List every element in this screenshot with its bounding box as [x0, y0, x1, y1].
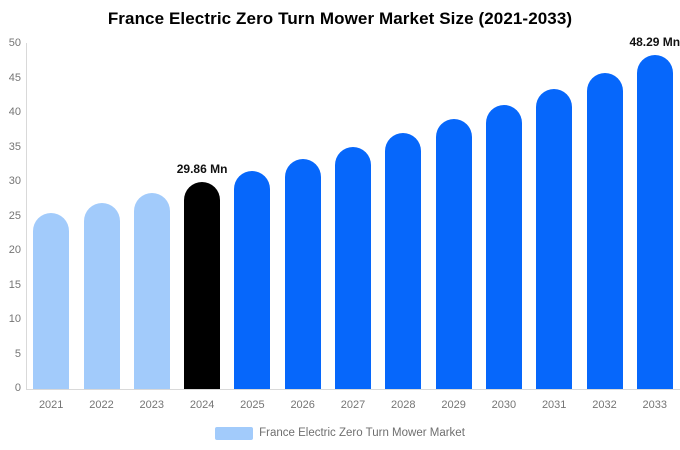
- x-tick-label-2027: 2027: [340, 399, 366, 411]
- x-tick-label-2026: 2026: [290, 399, 315, 411]
- bar-2026[interactable]: [284, 159, 321, 389]
- y-tick-label-30: 30: [8, 175, 21, 187]
- x-tick-label-2023: 2023: [139, 399, 165, 411]
- x-tick-label-2028: 2028: [391, 399, 416, 411]
- bar-value-label-2024: 29.86 Mn: [176, 162, 228, 177]
- bar-2024[interactable]: [184, 182, 221, 389]
- bar-2021[interactable]: [33, 212, 70, 389]
- bar-2029[interactable]: [435, 119, 472, 389]
- x-tick-label-2022: 2022: [89, 399, 114, 411]
- y-tick-label-50: 50: [8, 37, 21, 49]
- bar-2033[interactable]: [636, 55, 673, 389]
- y-tick-label-10: 10: [8, 313, 21, 325]
- x-tick-label-2029: 2029: [441, 399, 466, 411]
- bar-2032[interactable]: [586, 72, 623, 389]
- y-tick-label-20: 20: [8, 244, 21, 256]
- bar-2023[interactable]: [133, 193, 170, 389]
- x-tick-label-2025: 2025: [240, 399, 265, 411]
- legend-swatch[interactable]: [215, 426, 254, 440]
- x-tick-label-2031: 2031: [541, 399, 567, 411]
- y-tick-label-35: 35: [8, 140, 21, 153]
- y-tick-label-5: 5: [14, 347, 21, 360]
- y-tick-label-15: 15: [8, 278, 21, 291]
- y-tick-label-0: 0: [14, 382, 21, 394]
- bar-2022[interactable]: [83, 203, 120, 389]
- legend-label: France Electric Zero Turn Mower Market: [259, 427, 465, 439]
- x-tick-label-2021: 2021: [38, 399, 64, 411]
- bar-2031[interactable]: [536, 89, 573, 389]
- bar-value-label-2033: 48.29 Mn: [629, 35, 680, 50]
- bar-2028[interactable]: [385, 133, 422, 389]
- y-tick-label-25: 25: [8, 209, 21, 222]
- bar-2027[interactable]: [335, 146, 371, 389]
- x-tick-label-2033: 2033: [642, 399, 668, 411]
- bar-2030[interactable]: [485, 104, 522, 389]
- chart-title: France Electric Zero Turn Mower Market S…: [107, 9, 573, 28]
- x-tick-label-2030: 2030: [491, 399, 517, 411]
- x-tick-label-2024: 2024: [189, 399, 215, 411]
- bar-2025[interactable]: [234, 171, 271, 389]
- x-tick-label-2032: 2032: [592, 399, 617, 411]
- x-axis-line: [26, 389, 680, 390]
- y-axis-line: [26, 43, 27, 389]
- y-tick-label-45: 45: [8, 71, 21, 84]
- legend[interactable]: France Electric Zero Turn Mower Market: [0, 425, 680, 441]
- y-tick-label-40: 40: [8, 106, 21, 118]
